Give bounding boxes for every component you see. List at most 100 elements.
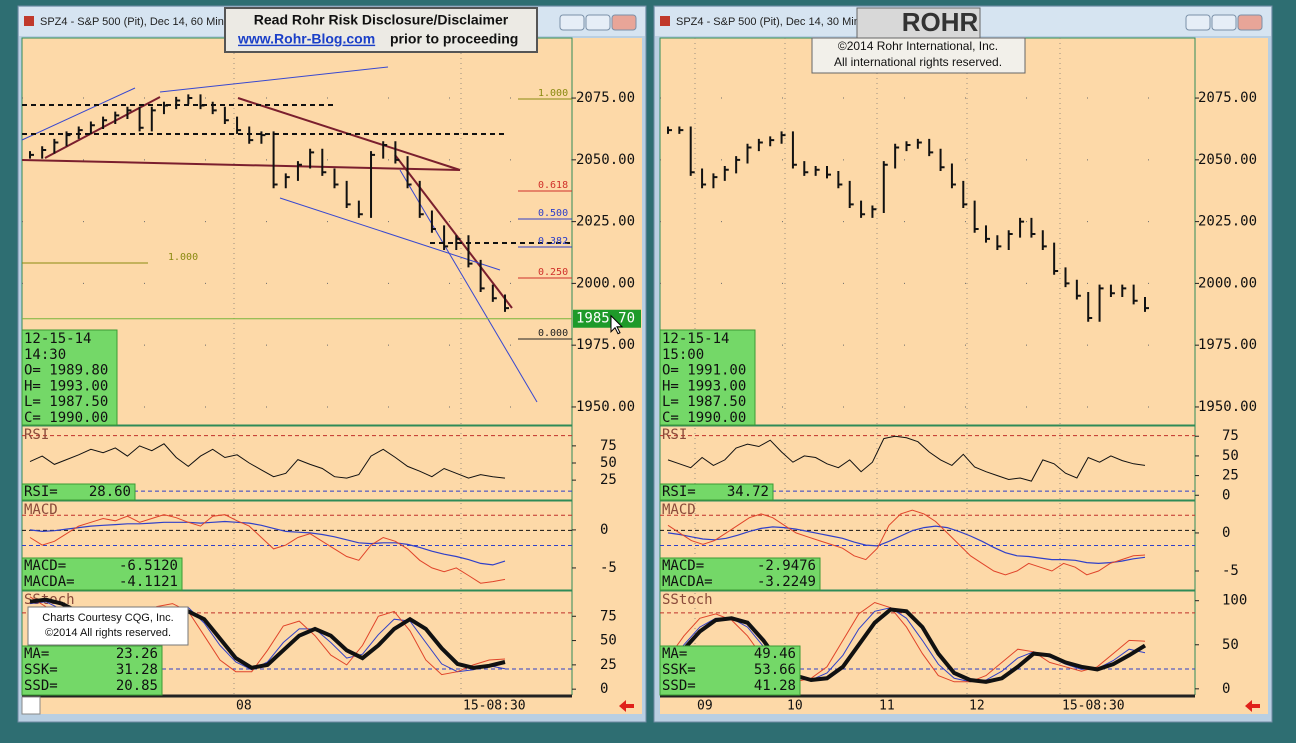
x-tick-label: 08 [236,699,252,714]
price-bar [333,168,339,189]
y-tick-label: 2025.00 [1198,214,1257,230]
price-bar [905,141,911,152]
price-bar [41,146,47,159]
price-bar [780,131,786,144]
panel-label: MACD [662,502,696,518]
disclaimer-banner [224,7,538,53]
price-bar [689,126,695,176]
readout-label: MA= [24,646,49,662]
price-bar [504,294,509,312]
price-bar [701,168,707,189]
readout-box [21,557,183,591]
panel-label: SStoch [662,592,713,608]
price-bar [29,151,34,159]
info-line: H= 1993.00 [662,378,746,394]
price-bar [211,101,217,115]
y-tick-label: 2050.00 [1198,152,1257,168]
price-bar [1030,217,1036,238]
y-tick-label: 0 [600,522,608,538]
price-bar [1019,217,1025,238]
courtesy-box [27,606,189,646]
readout-value: 41.28 [754,678,796,694]
fib-label: 0.618 [538,180,568,191]
info-line: L= 1987.50 [24,394,108,410]
copyright-text: All international rights reserved. [834,55,1002,69]
y-tick-label: 2000.00 [1198,275,1257,291]
price-bar [939,148,945,171]
y-tick-label: 50 [1222,448,1239,464]
minimize-button[interactable] [559,14,585,31]
disclaimer-link[interactable]: www.Rohr-Blog.com [237,31,375,47]
disclaimer-text: prior to proceeding [390,31,518,47]
price-bar [882,161,888,213]
y-tick-label: 75 [600,438,617,454]
price-bar [272,131,278,189]
close-button[interactable] [1237,14,1263,31]
logo: ROHR [902,7,979,37]
info-line: C= 1990.00 [662,410,746,426]
readout-label: RSI= [662,484,696,500]
price-bar [894,143,900,169]
y-tick-label: 50 [600,633,617,649]
mouse-cursor [610,314,624,335]
readout-value: 53.66 [754,662,796,678]
scroll-arrow[interactable] [1245,700,1260,712]
scroll-box[interactable] [21,696,41,715]
price-bar [723,166,729,181]
price-bar [102,116,108,129]
price-bar [803,161,809,176]
fib-label: 0.500 [538,208,568,219]
y-tick-label: 1975.00 [576,337,635,353]
price-bar [345,180,351,209]
price-bar [175,96,181,110]
readout-value: 28.60 [89,484,131,500]
window-icon [24,16,34,26]
readout-value: -4.1121 [119,574,178,590]
price-bar [814,166,820,176]
readout-value: 31.28 [116,662,158,678]
rsi-line [29,443,506,479]
price-bar [746,143,752,164]
price-bar [1098,284,1104,322]
trend-line [21,87,136,141]
price-bar [89,121,95,134]
trend-line [21,159,461,171]
info-line: C= 1990.00 [24,410,108,426]
close-button[interactable] [611,14,637,31]
x-tick-label: 15-08:30 [1062,699,1125,714]
x-tick-label: 11 [879,699,895,714]
window-title: SPZ4 - S&P 500 (Pit), Dec 14, 30 Min [676,16,860,28]
readout-label: MACDA= [662,574,713,590]
price-bar [667,126,672,134]
info-line: 15:00 [662,347,704,363]
maximize-button[interactable] [1211,14,1237,31]
maximize-button[interactable] [585,14,611,31]
y-tick-label: 75 [1222,428,1239,444]
y-tick-label: 25 [600,472,617,488]
price-bar [996,235,1002,251]
y-tick-label: 1975.00 [1198,337,1257,353]
disclaimer-text: Read Rohr Risk Disclosure/Disclaimer [254,12,509,28]
scroll-arrow[interactable] [619,700,634,712]
readout-box [659,645,801,696]
y-tick-label: -5 [1222,563,1239,579]
panel-label: RSI [24,427,49,443]
fib-label: 0.250 [538,267,568,278]
y-tick-label: 25 [1222,468,1239,484]
price-bar [860,200,866,218]
macd-line [29,514,506,584]
y-tick-label: 50 [600,455,617,471]
minimize-button[interactable] [1185,14,1211,31]
copyright-text: ©2014 Rohr International, Inc. [838,39,998,53]
price-bar [916,138,922,149]
price-bar [871,205,877,218]
info-line: O= 1991.00 [662,363,746,379]
y-tick-label: 0 [600,681,608,697]
courtesy-text: Charts Courtesy CQG, Inc. [42,612,173,624]
readout-label: SSK= [24,662,58,678]
price-bar [1144,296,1149,312]
info-line: O= 1989.80 [24,363,108,379]
courtesy-text: ©2014 All rights reserved. [45,627,171,639]
readout-value: 20.85 [116,678,158,694]
readout-label: SSK= [662,662,696,678]
